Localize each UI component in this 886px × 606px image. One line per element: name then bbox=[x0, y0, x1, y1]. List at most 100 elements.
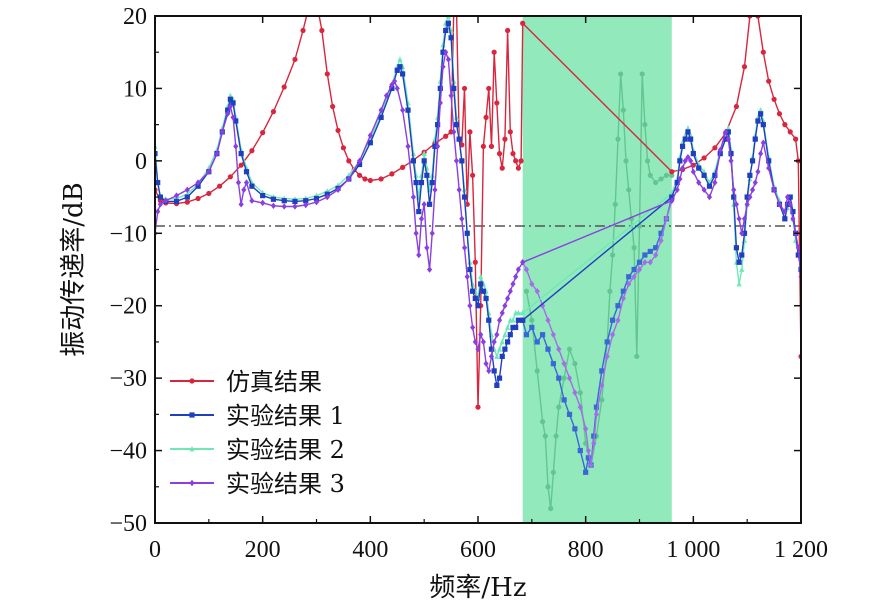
series-6-point bbox=[642, 259, 648, 266]
series-3-point bbox=[335, 186, 341, 194]
series-3-point bbox=[741, 215, 748, 222]
series-0-point bbox=[389, 171, 395, 177]
series-5-point bbox=[585, 455, 591, 461]
series-1-point bbox=[706, 183, 713, 189]
series-3-point bbox=[260, 199, 266, 207]
series-1-point bbox=[429, 179, 435, 186]
y-tick-label: −30 bbox=[109, 366, 147, 392]
series-1-point bbox=[421, 158, 427, 164]
series-1-point bbox=[736, 259, 742, 265]
series-4-point bbox=[609, 252, 616, 258]
series-5-point bbox=[523, 332, 530, 338]
series-0-point bbox=[499, 165, 505, 171]
series-3-point bbox=[696, 179, 702, 186]
series-3-point bbox=[243, 179, 250, 186]
series-3-point bbox=[725, 135, 731, 143]
series-1-point bbox=[478, 281, 484, 287]
series-0-point bbox=[505, 27, 511, 34]
series-3-point bbox=[391, 77, 398, 85]
series-4-point bbox=[647, 172, 653, 178]
series-5-point bbox=[540, 332, 546, 338]
series-0-point bbox=[483, 114, 489, 120]
series-0-point bbox=[513, 158, 519, 164]
series-1-point bbox=[437, 85, 443, 92]
series-2-point bbox=[520, 309, 526, 316]
series-1-point bbox=[784, 201, 791, 207]
series-1-point bbox=[233, 118, 239, 124]
series-1-point bbox=[688, 136, 694, 142]
series-3-point bbox=[451, 128, 457, 136]
series-4-point bbox=[572, 361, 578, 367]
series-0-point bbox=[362, 176, 368, 182]
series-1-point bbox=[755, 118, 761, 124]
series-6-point bbox=[609, 331, 616, 338]
series-3-point bbox=[744, 201, 750, 208]
series-6-point bbox=[626, 280, 632, 288]
series-6-point bbox=[647, 259, 653, 266]
series-1-point bbox=[782, 216, 788, 222]
series-6-point bbox=[604, 353, 610, 360]
series-1-point bbox=[459, 158, 465, 164]
series-1-point bbox=[424, 172, 430, 178]
series-3-point bbox=[440, 63, 446, 70]
series-1-point bbox=[155, 179, 161, 186]
series-6-point bbox=[523, 266, 530, 273]
series-4-point bbox=[540, 419, 546, 425]
series-1-point bbox=[480, 288, 486, 294]
series-4-point bbox=[620, 107, 626, 113]
legend-item: 实验结果 2 bbox=[170, 436, 345, 464]
series-0-point bbox=[270, 109, 277, 115]
series-3-point bbox=[502, 302, 508, 309]
series-1-point bbox=[496, 375, 503, 381]
x-tick-label: 200 bbox=[245, 537, 281, 563]
series-3-point bbox=[731, 186, 737, 194]
series-3-point bbox=[499, 309, 505, 317]
series-5-point bbox=[545, 346, 551, 352]
series-3-point bbox=[505, 295, 511, 302]
series-3-point bbox=[225, 110, 231, 117]
series-2-point bbox=[685, 125, 691, 131]
series-5-point bbox=[599, 368, 605, 374]
y-tick-label: −10 bbox=[109, 221, 147, 247]
series-1-point bbox=[413, 179, 419, 186]
series-3-point bbox=[400, 106, 406, 114]
series-1-point bbox=[243, 169, 250, 175]
series-3-point bbox=[784, 193, 791, 201]
series-1-point bbox=[685, 129, 691, 135]
x-tick-label: 400 bbox=[352, 537, 388, 563]
series-2-point bbox=[494, 353, 500, 359]
series-1-point bbox=[225, 107, 231, 113]
series-0-point bbox=[346, 158, 352, 164]
series-2-point bbox=[502, 331, 508, 338]
series-0-point bbox=[300, 27, 306, 34]
series-4-point bbox=[599, 397, 605, 403]
series-4-point bbox=[626, 187, 632, 193]
series-1-point bbox=[790, 208, 796, 215]
series-1-point bbox=[451, 85, 457, 92]
legend-item: 仿真结果 bbox=[170, 368, 322, 396]
series-6-point bbox=[620, 295, 626, 302]
series-1-point bbox=[445, 20, 451, 26]
series-2-point bbox=[677, 154, 683, 160]
series-1-point bbox=[410, 158, 416, 164]
series-0-point bbox=[793, 136, 799, 142]
series-0-point bbox=[443, 133, 449, 139]
series-6-point bbox=[653, 251, 659, 259]
series-5-point bbox=[583, 469, 589, 475]
series-3-point bbox=[688, 157, 694, 165]
legend-label: 实验结果 2 bbox=[226, 436, 345, 464]
series-1-point bbox=[520, 317, 526, 323]
series-3-point bbox=[184, 186, 190, 194]
series-2-point bbox=[690, 146, 696, 153]
series-4-point bbox=[529, 317, 535, 323]
series-3-point bbox=[717, 146, 723, 154]
series-1-point bbox=[405, 107, 411, 113]
series-4-point bbox=[550, 469, 556, 475]
series-3-point bbox=[389, 81, 395, 89]
series-0-point bbox=[400, 164, 406, 170]
series-layer bbox=[155, 16, 801, 512]
series-3-point bbox=[464, 273, 470, 280]
series-4-point bbox=[548, 505, 554, 512]
